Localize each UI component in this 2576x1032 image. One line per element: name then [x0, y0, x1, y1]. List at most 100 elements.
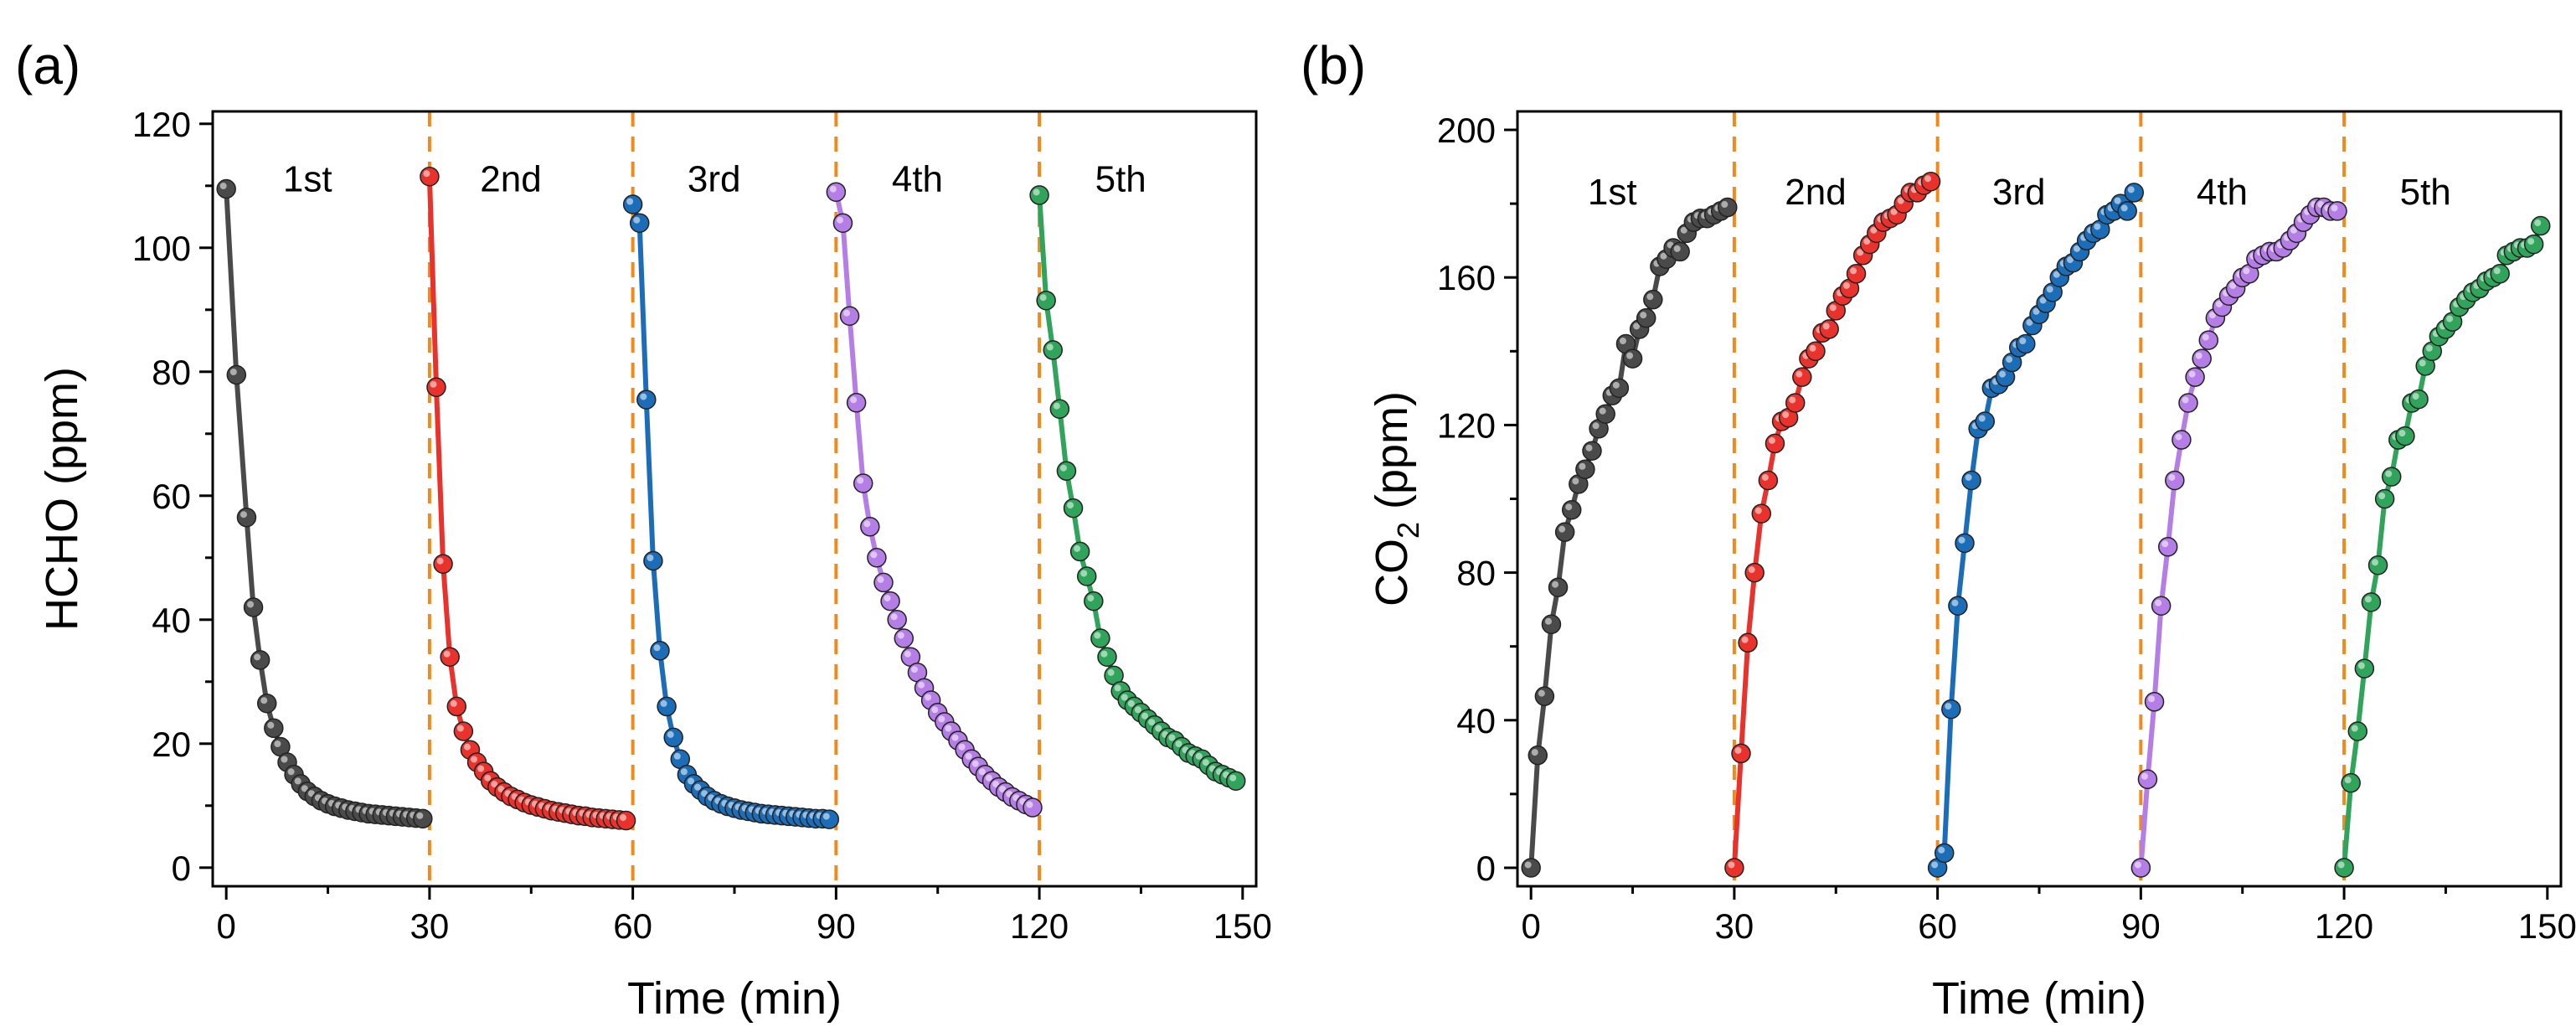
- data-point-highlight: [687, 777, 694, 785]
- data-point: [1029, 185, 1049, 205]
- data-point: [1084, 591, 1104, 611]
- data-point: [1961, 470, 1981, 491]
- data-point-highlight: [2337, 861, 2345, 869]
- data-point: [2124, 183, 2145, 203]
- data-point: [216, 178, 236, 199]
- cycle-label: 2nd: [480, 158, 541, 199]
- data-point: [1819, 319, 1839, 339]
- cycle-label: 5th: [2400, 172, 2451, 213]
- data-point-highlight: [1552, 580, 1559, 588]
- data-point: [1785, 393, 1806, 413]
- data-point-highlight: [240, 511, 247, 519]
- x-tick-label: 90: [2121, 906, 2161, 946]
- data-point: [860, 517, 880, 537]
- data-point-highlight: [971, 760, 979, 767]
- data-point: [657, 696, 677, 717]
- data-point-highlight: [931, 706, 939, 714]
- y-tick-label: 200: [1437, 111, 1496, 150]
- x-axis-title: Time (min): [1932, 973, 2146, 1024]
- data-point-highlight: [2364, 596, 2372, 603]
- data-point-highlight: [1155, 725, 1162, 732]
- data-point-highlight: [1850, 267, 1857, 275]
- series-2nd: [1724, 171, 1941, 878]
- data-point-highlight: [1822, 322, 1830, 330]
- y-axis-title-unit: (ppm): [1367, 391, 1417, 522]
- data-point: [2157, 537, 2178, 557]
- data-point-highlight: [843, 309, 851, 317]
- data-point: [2185, 367, 2205, 387]
- data-point: [1561, 499, 1582, 520]
- data-point: [2354, 658, 2375, 679]
- data-point-highlight: [456, 725, 464, 732]
- data-point: [2347, 721, 2368, 741]
- data-point-highlight: [2344, 777, 2352, 784]
- data-point-highlight: [822, 813, 830, 820]
- data-point-highlight: [1175, 740, 1182, 747]
- data-point-highlight: [2019, 338, 2027, 344]
- series-line: [1935, 191, 2137, 869]
- data-point-highlight: [491, 781, 498, 788]
- data-point: [622, 194, 643, 214]
- data-point-highlight: [938, 715, 945, 723]
- data-point-highlight: [2120, 204, 2128, 212]
- data-point: [1948, 596, 1968, 616]
- y-tick-label: 60: [152, 477, 191, 516]
- data-point-highlight: [680, 768, 688, 776]
- cycle-label: 4th: [2197, 172, 2248, 213]
- data-point-highlight: [2032, 307, 2040, 315]
- cycle-label: 1st: [283, 158, 332, 199]
- data-point-highlight: [1646, 293, 1654, 301]
- data-point: [1806, 341, 1826, 362]
- data-point-highlight: [1897, 197, 1904, 204]
- data-point: [1521, 858, 1541, 878]
- data-point-highlight: [254, 653, 261, 661]
- data-point: [1920, 171, 1941, 192]
- data-point-highlight: [477, 765, 485, 772]
- data-point-highlight: [471, 756, 478, 763]
- series-line: [1037, 194, 1237, 783]
- data-point: [1751, 503, 1772, 524]
- data-point-highlight: [1857, 249, 1864, 256]
- data-point-highlight: [1958, 536, 1965, 544]
- data-point: [846, 393, 867, 413]
- data-point: [1097, 647, 1117, 667]
- data-point-highlight: [904, 650, 911, 658]
- data-point-highlight: [2419, 359, 2426, 367]
- data-point-highlight: [633, 216, 641, 224]
- panel-label: (b): [1301, 35, 1366, 95]
- x-tick-label: 120: [1010, 906, 1069, 946]
- series-3rd: [622, 194, 840, 829]
- data-point-highlight: [2331, 204, 2338, 212]
- data-point: [1609, 378, 1630, 399]
- data-point: [2523, 234, 2544, 255]
- y-tick-label: 120: [132, 105, 191, 144]
- data-point: [629, 213, 650, 233]
- y-tick-label: 80: [152, 353, 191, 392]
- data-point: [1049, 399, 1070, 419]
- data-point-highlight: [877, 575, 884, 583]
- data-point: [650, 641, 670, 661]
- data-point-highlight: [667, 730, 674, 738]
- data-point: [2192, 348, 2212, 369]
- data-point-highlight: [2208, 312, 2216, 319]
- data-point-highlight: [2378, 493, 2386, 499]
- data-point-highlight: [850, 396, 858, 404]
- data-point-highlight: [1999, 370, 2007, 378]
- data-point-highlight: [2155, 599, 2162, 606]
- data-point-highlight: [2175, 433, 2182, 441]
- data-point-highlight: [484, 774, 492, 782]
- data-point-highlight: [1195, 752, 1203, 760]
- x-tick-label: 30: [1715, 906, 1754, 946]
- data-point-highlight: [1585, 444, 1593, 452]
- y-tick-label: 80: [1456, 554, 1496, 593]
- data-point-highlight: [2168, 473, 2176, 481]
- data-point-highlight: [647, 555, 654, 561]
- data-point-highlight: [829, 185, 837, 193]
- data-point-highlight: [1795, 370, 1803, 378]
- data-point-highlight: [1924, 175, 1932, 183]
- data-point-highlight: [1229, 774, 1237, 782]
- data-point-highlight: [1863, 238, 1871, 245]
- data-point: [1063, 498, 1084, 519]
- data-point-highlight: [2134, 861, 2141, 869]
- data-point-highlight: [1100, 650, 1108, 658]
